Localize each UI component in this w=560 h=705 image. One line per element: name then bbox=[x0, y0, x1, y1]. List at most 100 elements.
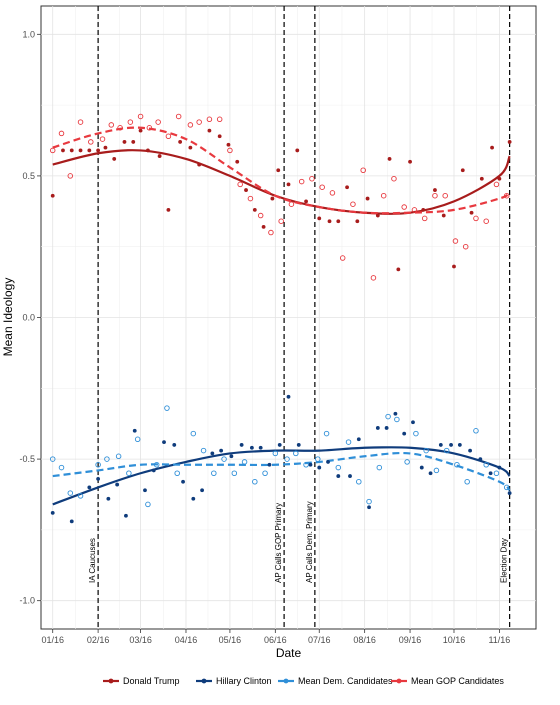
point-hillary-clinton bbox=[428, 471, 433, 476]
points-layer bbox=[49, 113, 512, 524]
point-hillary-clinton bbox=[393, 411, 398, 416]
legend-label-hillary-clinton: Hillary Clinton bbox=[216, 676, 272, 686]
point-donald-trump bbox=[452, 264, 456, 269]
point-mean-dem-candidates bbox=[58, 464, 65, 471]
point-hillary-clinton bbox=[507, 491, 512, 495]
point-mean-dem-candidates bbox=[221, 456, 227, 462]
point-donald-trump bbox=[408, 159, 412, 164]
point-mean-gop-candidates bbox=[165, 133, 172, 140]
point-hillary-clinton bbox=[181, 479, 185, 484]
point-mean-gop-candidates bbox=[452, 238, 459, 244]
grid-layer bbox=[41, 6, 536, 629]
point-mean-gop-candidates bbox=[237, 181, 243, 188]
y-tick-label: 1.0 bbox=[22, 29, 35, 39]
point-mean-dem-candidates bbox=[356, 478, 362, 485]
y-axis-title: Mean Ideology bbox=[1, 278, 15, 357]
point-mean-dem-candidates bbox=[323, 430, 330, 437]
point-donald-trump bbox=[188, 145, 193, 150]
point-hillary-clinton bbox=[200, 488, 204, 493]
point-donald-trump bbox=[336, 219, 341, 224]
point-hillary-clinton bbox=[402, 431, 407, 436]
point-mean-dem-candidates bbox=[394, 416, 400, 423]
point-hillary-clinton bbox=[375, 426, 380, 430]
point-donald-trump bbox=[207, 128, 212, 133]
point-mean-dem-candidates bbox=[454, 462, 460, 468]
point-mean-dem-candidates bbox=[404, 459, 410, 465]
legend-key-dot-hillary-clinton bbox=[201, 678, 207, 684]
point-mean-dem-candidates bbox=[153, 462, 160, 468]
point-mean-dem-candidates bbox=[473, 428, 479, 434]
point-mean-dem-candidates bbox=[67, 490, 74, 496]
y-tick-label: 0.0 bbox=[22, 313, 35, 323]
point-hillary-clinton bbox=[172, 443, 177, 447]
point-mean-dem-candidates bbox=[49, 456, 56, 462]
point-hillary-clinton bbox=[497, 465, 502, 470]
point-mean-gop-candidates bbox=[127, 119, 134, 125]
point-donald-trump bbox=[146, 148, 150, 153]
point-hillary-clinton bbox=[124, 513, 128, 518]
point-hillary-clinton bbox=[249, 445, 254, 450]
x-tick-label: 09/16 bbox=[399, 635, 422, 645]
point-mean-dem-candidates bbox=[293, 450, 299, 457]
legend-key-dot-mean-gop-candidates bbox=[396, 678, 402, 684]
legend-label-mean-gop-candidates: Mean GOP Candidates bbox=[411, 676, 504, 686]
point-hillary-clinton bbox=[348, 474, 352, 478]
point-mean-dem-candidates bbox=[413, 430, 419, 437]
point-donald-trump bbox=[479, 176, 484, 181]
point-mean-dem-candidates bbox=[464, 478, 470, 485]
point-mean-gop-candidates bbox=[360, 167, 366, 173]
x-tick-label: 03/16 bbox=[129, 635, 152, 645]
point-donald-trump bbox=[276, 168, 281, 173]
point-donald-trump bbox=[131, 140, 136, 144]
point-mean-dem-candidates bbox=[315, 456, 321, 462]
point-donald-trump bbox=[50, 193, 55, 198]
point-mean-dem-candidates bbox=[95, 462, 101, 468]
point-mean-gop-candidates bbox=[77, 119, 84, 125]
point-hillary-clinton bbox=[210, 451, 215, 456]
point-mean-dem-candidates bbox=[376, 464, 383, 471]
point-mean-dem-candidates bbox=[493, 470, 500, 477]
point-hillary-clinton bbox=[478, 457, 483, 461]
point-donald-trump bbox=[375, 213, 380, 218]
point-donald-trump bbox=[244, 188, 248, 192]
point-mean-dem-candidates bbox=[115, 453, 122, 460]
point-hillary-clinton bbox=[162, 440, 166, 444]
point-donald-trump bbox=[270, 196, 275, 201]
point-mean-gop-candidates bbox=[350, 201, 356, 207]
point-hillary-clinton bbox=[317, 465, 322, 470]
point-hillary-clinton bbox=[296, 443, 301, 447]
point-mean-dem-candidates bbox=[483, 462, 489, 468]
point-donald-trump bbox=[69, 148, 74, 153]
point-donald-trump bbox=[138, 128, 143, 133]
point-hillary-clinton bbox=[384, 426, 389, 430]
point-hillary-clinton bbox=[106, 496, 111, 501]
point-hillary-clinton bbox=[191, 496, 196, 501]
point-hillary-clinton bbox=[367, 505, 371, 510]
point-hillary-clinton bbox=[96, 477, 101, 481]
point-hillary-clinton bbox=[151, 468, 156, 473]
x-tick-label: 05/16 bbox=[219, 635, 242, 645]
point-mean-dem-candidates bbox=[126, 470, 132, 477]
point-hillary-clinton bbox=[219, 448, 224, 453]
point-hillary-clinton bbox=[457, 443, 462, 447]
y-tick-label: -0.5 bbox=[19, 454, 35, 464]
legend-key-dot-donald-trump bbox=[108, 678, 114, 684]
point-mean-gop-candidates bbox=[380, 192, 387, 199]
event-label: AP Calls GOP Primary bbox=[274, 503, 283, 583]
point-hillary-clinton bbox=[449, 443, 453, 447]
point-mean-gop-candidates bbox=[309, 175, 315, 182]
point-mean-gop-candidates bbox=[187, 122, 194, 128]
point-donald-trump bbox=[78, 148, 83, 153]
point-hillary-clinton bbox=[411, 420, 415, 425]
ticks-layer: 01/16 02/16 03/16 04/16 05/16 06/16 07/16 08/16… bbox=[19, 29, 510, 645]
point-donald-trump bbox=[469, 210, 474, 215]
point-mean-gop-candidates bbox=[329, 190, 336, 196]
trend-line-mean-dem-candidates bbox=[52, 451, 511, 492]
point-donald-trump bbox=[103, 145, 108, 150]
point-mean-gop-candidates bbox=[58, 130, 65, 137]
point-hillary-clinton bbox=[115, 482, 120, 487]
trend-line-hillary-clinton bbox=[52, 446, 511, 506]
trend-lines-layer bbox=[52, 126, 511, 506]
